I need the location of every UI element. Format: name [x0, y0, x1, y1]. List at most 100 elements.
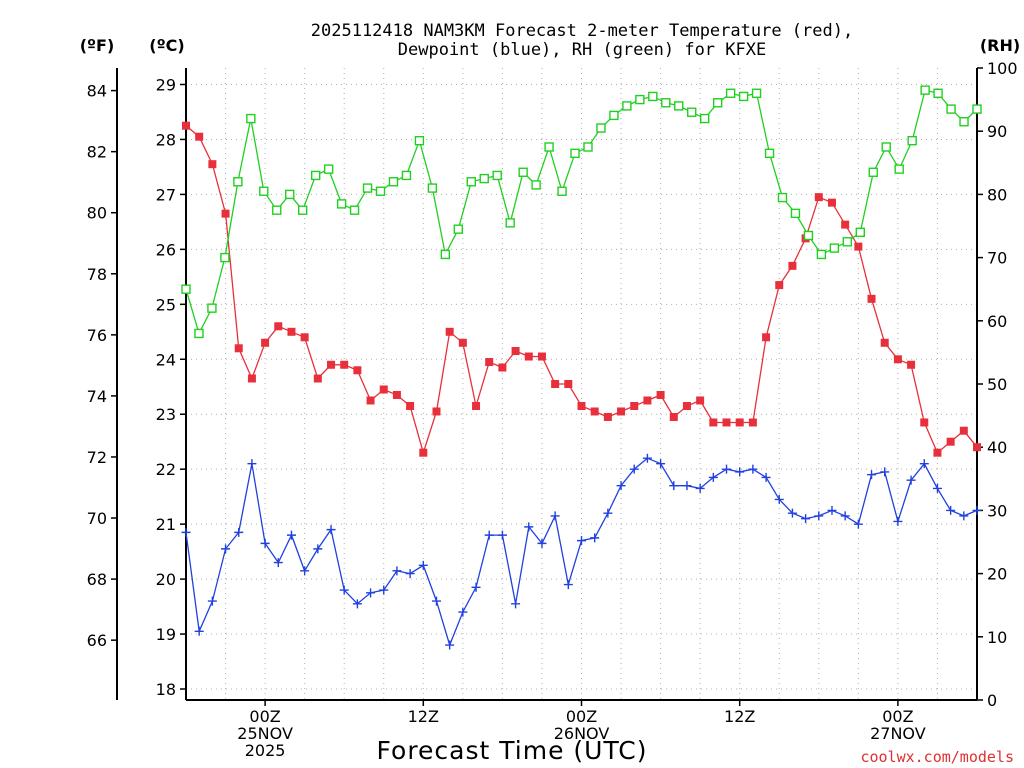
dewpoint-point — [801, 514, 811, 524]
rh-point — [362, 183, 373, 193]
x-tick-label: 25NOV — [237, 724, 293, 743]
temperature-point — [669, 412, 678, 421]
temperature-point — [406, 401, 415, 410]
celsius-tick-label: 23 — [156, 405, 176, 424]
rh-point — [466, 177, 476, 187]
fahrenheit-unit-label: (ºF) — [80, 36, 115, 55]
rh-point — [544, 142, 554, 152]
celsius-tick-label: 26 — [156, 240, 176, 259]
temperature-point — [841, 220, 850, 229]
rh-point — [829, 243, 840, 253]
temperature-point — [643, 396, 652, 405]
rh-point — [933, 88, 943, 98]
dewpoint-point — [853, 519, 863, 529]
rh-point — [440, 249, 451, 260]
temperature-point — [458, 338, 467, 347]
dewpoint-point — [471, 582, 481, 592]
dewpoint-series — [181, 453, 982, 650]
chart-title-line-2: Dewpoint (blue), RH (green) for KFXE — [398, 40, 766, 60]
rh-point — [479, 173, 489, 184]
gridlines — [186, 68, 977, 700]
fahrenheit-tick-label: 80 — [87, 204, 107, 223]
dewpoint-point — [669, 481, 679, 491]
dewpoint-point — [893, 516, 903, 526]
rh-point — [699, 113, 710, 124]
dewpoint-point — [814, 511, 824, 521]
temperature-point — [696, 396, 705, 405]
dewpoint-point — [761, 472, 771, 482]
temperature-point — [208, 160, 217, 169]
temperature-point — [366, 396, 375, 405]
temperature-point — [946, 437, 955, 446]
x-tick-label: 12Z — [724, 707, 755, 726]
dewpoint-point — [260, 538, 270, 548]
dewpoint-point — [946, 505, 956, 515]
dewpoint-point — [445, 640, 455, 650]
celsius-tick-label: 22 — [156, 460, 176, 479]
temperature-point — [893, 355, 902, 364]
dewpoint-point — [840, 511, 850, 521]
temperature-point — [261, 338, 270, 347]
dewpoint-point — [642, 453, 652, 463]
celsius-tick-label: 28 — [156, 130, 176, 149]
temperature-point — [392, 390, 401, 399]
temperature-point — [722, 418, 731, 427]
rh-point — [725, 88, 736, 98]
fahrenheit-tick-label: 82 — [87, 143, 107, 162]
dewpoint-point — [616, 481, 626, 491]
rh-point — [310, 170, 321, 181]
rh-point — [518, 167, 528, 177]
rh-point — [855, 227, 865, 238]
rh-tick-label: 20 — [987, 565, 1007, 584]
rh-tick-label: 90 — [987, 122, 1007, 141]
dewpoint-point — [207, 596, 217, 606]
dewpoint-point — [431, 596, 441, 606]
dewpoint-point — [867, 470, 877, 480]
dewpoint-point — [366, 588, 376, 598]
temperature-point — [920, 418, 929, 427]
rh-point — [712, 98, 723, 108]
dewpoint-point — [221, 544, 231, 554]
rh-point — [648, 91, 658, 102]
fahrenheit-tick-label: 84 — [87, 82, 107, 101]
temperature-point — [287, 327, 296, 336]
rh-point — [674, 101, 684, 111]
rh-point — [388, 177, 399, 187]
dewpoint-point — [629, 464, 639, 474]
rh-point — [570, 148, 580, 159]
rh-tick-label: 60 — [987, 312, 1007, 331]
dewpoint-point — [603, 508, 613, 518]
rh-point — [246, 113, 256, 124]
temperature-point — [274, 322, 283, 331]
dewpoint-point — [326, 525, 336, 535]
fahrenheit-tick-label: 74 — [87, 387, 107, 406]
rh-point — [738, 91, 749, 102]
temperature-point — [867, 294, 876, 303]
temperature-point — [195, 132, 204, 141]
series-layer — [181, 85, 982, 650]
dewpoint-point — [722, 464, 732, 474]
celsius-tick-label: 24 — [156, 350, 176, 369]
dewpoint-point — [656, 459, 666, 469]
dewpoint-point — [194, 626, 204, 636]
dewpoint-point — [511, 599, 521, 609]
temperature-point — [775, 281, 784, 290]
temperature-point — [498, 363, 507, 372]
rh-point — [427, 183, 438, 193]
temperature-point — [814, 193, 823, 202]
temperature-point — [973, 443, 981, 452]
rh-point — [194, 328, 204, 339]
temperature-point — [340, 360, 349, 369]
rh-point — [894, 164, 904, 174]
rh-point — [401, 170, 412, 181]
temperature-point — [327, 360, 336, 369]
rh-point — [816, 249, 827, 260]
temperature-point — [221, 209, 230, 218]
temperature-point — [524, 352, 533, 361]
dewpoint-point — [497, 530, 507, 540]
rh-tick-label: 100 — [987, 59, 1018, 78]
celsius-tick-label: 27 — [156, 185, 176, 204]
x-tick-label: 00Z — [882, 707, 913, 726]
temperature-series — [182, 121, 981, 457]
temperature-point — [234, 344, 243, 353]
